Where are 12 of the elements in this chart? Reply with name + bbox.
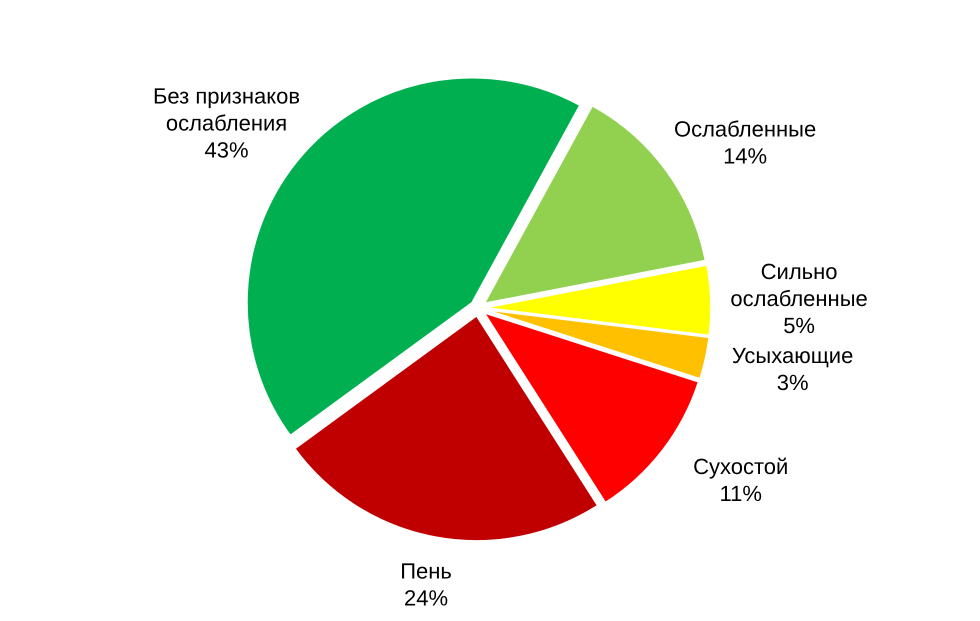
slice-label: Сухостой (693, 454, 788, 479)
slice-label: Пень (400, 558, 452, 584)
slice-label: Ослабленные (674, 116, 816, 142)
slice-label: Без признаков ослабления (152, 83, 300, 136)
data-label: 14% (723, 143, 768, 168)
data-label: 43% (204, 137, 249, 162)
data-label: 3% (776, 370, 809, 395)
data-label: 5% (783, 313, 815, 338)
data-label: 24% (404, 586, 448, 611)
slice-label: Сильно ослабленные (730, 259, 868, 312)
slice-label: Усыхающие (732, 342, 854, 368)
data-label: 11% (719, 480, 762, 506)
